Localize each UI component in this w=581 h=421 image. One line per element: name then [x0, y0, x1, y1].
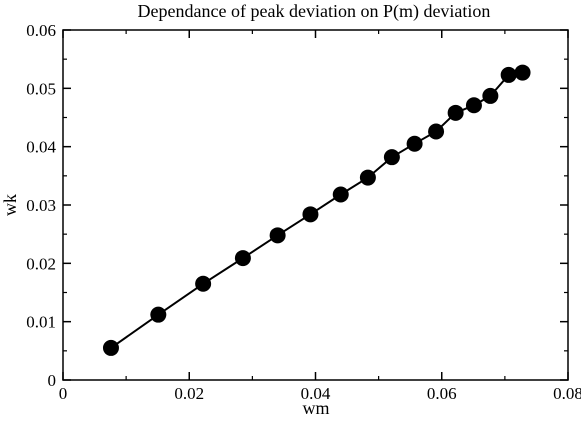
data-point	[428, 123, 445, 140]
series-layer	[102, 64, 531, 356]
data-point	[195, 275, 212, 292]
y-axis-label: wk	[0, 194, 20, 216]
data-point	[482, 87, 499, 104]
x-tick-label: 0.04	[301, 384, 331, 403]
y-tick-label: 0.01	[26, 313, 56, 332]
y-tick-label: 0.02	[26, 254, 56, 273]
y-tick-label: 0.06	[26, 21, 56, 40]
data-point	[514, 64, 531, 81]
data-point	[302, 206, 319, 223]
x-tick-label: 0.08	[553, 384, 581, 403]
data-point	[406, 135, 423, 152]
x-tick-label: 0.02	[174, 384, 204, 403]
data-point	[102, 339, 119, 356]
y-tick-label: 0	[48, 371, 57, 390]
plot-area: 0 0.02 0.04 0.06 0.08 0 0.01 0.02 0.03 0.04 0.05 0.…	[26, 21, 581, 403]
y-tick-label: 0.04	[26, 138, 56, 157]
data-point	[465, 97, 482, 114]
x-tick-label: 0	[59, 384, 68, 403]
series-line	[110, 71, 523, 349]
y-tick-label: 0.05	[26, 79, 56, 98]
data-point	[150, 306, 167, 323]
data-point	[383, 149, 400, 166]
y-tick-label: 0.03	[26, 196, 56, 215]
x-tick-label: 0.06	[427, 384, 457, 403]
data-point	[359, 169, 376, 186]
data-point	[500, 66, 517, 83]
x-axis-label: wm	[303, 398, 330, 416]
data-point	[269, 227, 286, 244]
data-point	[234, 250, 251, 267]
data-point	[332, 186, 349, 203]
chart-title: Dependance of peak deviation on P(m) dev…	[138, 1, 491, 22]
data-point	[447, 104, 464, 121]
axis-ticks: 0 0.02 0.04 0.06 0.08 0 0.01 0.02 0.03 0.04 0.05 0.…	[26, 21, 581, 403]
